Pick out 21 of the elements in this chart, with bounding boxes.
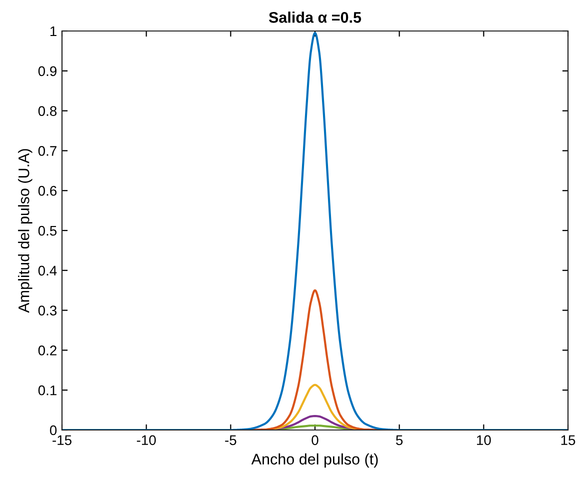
y-tick-label: 0.8 [38,106,57,116]
chart-title: Salida α =0.5 [268,12,362,23]
x-tick-label: 0 [312,435,318,446]
x-axis-title: Ancho del pulso (t) [251,453,378,468]
y-tick-label: 0.2 [38,346,56,356]
y-tick-label: 0.3 [38,306,57,316]
x-tick-label: -5 [225,435,236,446]
y-tick-label: 0.5 [38,226,57,236]
y-tick-label: 0.1 [38,385,56,396]
y-tick-label: 0.4 [38,266,57,276]
x-tick-label: 15 [561,435,576,446]
x-tick-label: -10 [136,435,156,446]
y-tick-label: 1 [50,26,56,36]
y-tick-label: 0 [50,425,57,436]
y-tick-label: 0.9 [38,66,56,76]
y-tick-label: 0.7 [38,146,56,156]
x-tick-label: -15 [52,435,72,446]
y-tick-label: 0.6 [38,186,57,196]
x-tick-label: 5 [396,435,403,446]
y-axis-title: Amplitud del pulso (U.A) [18,149,32,313]
x-tick-label: 10 [477,435,491,446]
